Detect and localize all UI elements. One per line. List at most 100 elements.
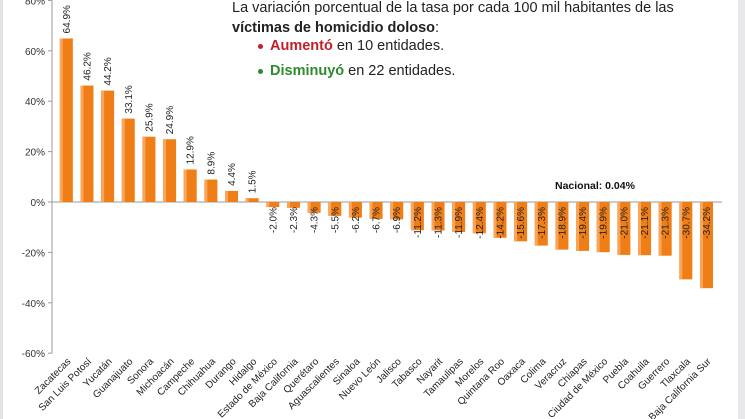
data-label: -5.5% [330,207,341,233]
data-label: -21.0% [619,207,630,239]
data-label: 25.9% [144,103,155,131]
bar-highlight [348,202,352,218]
y-tick-label: -60% [22,349,45,360]
data-label: -6.2% [351,207,362,233]
annotation-colon: : [435,20,440,36]
annotation-text: La variación porcentual de la tasa por c… [232,0,702,38]
bar [534,202,548,246]
bar-highlight [225,190,229,202]
bar-highlight [452,202,456,232]
bullet-dot-icon [258,43,263,49]
y-tick-label: 0% [31,198,46,209]
data-label: -15.6% [516,207,527,239]
bar-highlight [596,202,600,253]
data-label: -34.2% [702,207,713,239]
data-label: -6.9% [392,207,403,233]
data-label: -6.7% [372,207,383,233]
y-tick-label: -40% [22,299,45,310]
bar [348,202,362,218]
right-border [738,0,745,419]
bar-highlight [638,202,642,256]
bar [596,202,610,253]
data-label: -4.3% [310,207,321,233]
bar [225,190,239,202]
bar-highlight [410,202,414,231]
data-label: -21.3% [661,207,672,239]
bar [638,202,652,256]
bar-highlight [121,118,125,202]
bar-highlight [369,202,373,219]
data-label: 1.5% [248,170,259,193]
bullet-text: en 22 entidades. [344,63,456,79]
data-label: 4.4% [227,163,238,186]
bar [658,202,672,256]
y-tick-label: -20% [22,248,45,259]
bar [576,202,590,251]
data-label: -19.9% [599,207,610,239]
bullet-bold: Disminuyó [270,63,345,79]
bar [514,202,528,242]
bar-highlight [699,202,703,289]
bar-highlight [493,202,497,238]
bar-highlight [679,202,683,280]
data-label: 24.9% [165,106,176,134]
bar [472,202,486,234]
bar-highlight [576,202,580,251]
bar-highlight [204,179,208,202]
bar [80,85,94,202]
bar-highlight [163,139,167,202]
bar-highlight [286,202,290,208]
bar [390,202,404,220]
data-label: 33.1% [124,85,135,113]
bar [493,202,507,238]
bar [410,202,424,231]
y-tick-label: 20% [25,148,45,159]
annotation-line1: La variación porcentual de la tasa por c… [232,0,674,16]
bullet-decreased: Disminuyó en 22 entidades. [258,63,455,79]
bar [121,118,135,202]
bar [101,90,115,202]
bar-highlight [555,202,559,250]
data-label: -11.9% [454,207,465,238]
bar [245,198,259,202]
annotation-bold: víctimas de homicidio doloso [232,20,436,36]
bar-highlight [245,198,249,202]
data-label: -11.3% [434,207,445,238]
bar [307,202,321,213]
bar [183,169,197,202]
bar [142,136,156,202]
data-label: -2.0% [268,207,279,233]
y-tick-label: 60% [25,47,45,58]
data-label: -17.3% [537,207,548,239]
national-label: Nacional: 0.04% [555,180,635,192]
bar-highlight [472,202,476,234]
y-tick-label: 80% [25,0,45,7]
bar [555,202,569,250]
bar-highlight [307,202,311,213]
bullet-increased: Aumentó en 10 entidades. [258,38,444,54]
bar-highlight [59,38,63,203]
bar-highlight [80,85,84,202]
bar-highlight [142,136,146,202]
bar-highlight [617,202,621,255]
left-border [0,0,3,419]
bar [699,202,713,289]
bar [328,202,342,216]
bar-highlight [431,202,435,231]
bar-highlight [514,202,518,242]
data-label: -12.4% [475,207,486,239]
bar-highlight [101,90,105,202]
bar-highlight [658,202,662,256]
data-label: -2.3% [289,207,300,233]
data-label: 8.9% [206,152,217,175]
bar-highlight [534,202,538,246]
data-label: -18.9% [557,207,568,239]
bar-highlight [183,169,187,202]
bar [163,139,177,202]
bar [452,202,466,232]
data-label: -21.1% [640,207,651,239]
bar [59,38,73,203]
data-label: -11.2% [413,207,424,238]
